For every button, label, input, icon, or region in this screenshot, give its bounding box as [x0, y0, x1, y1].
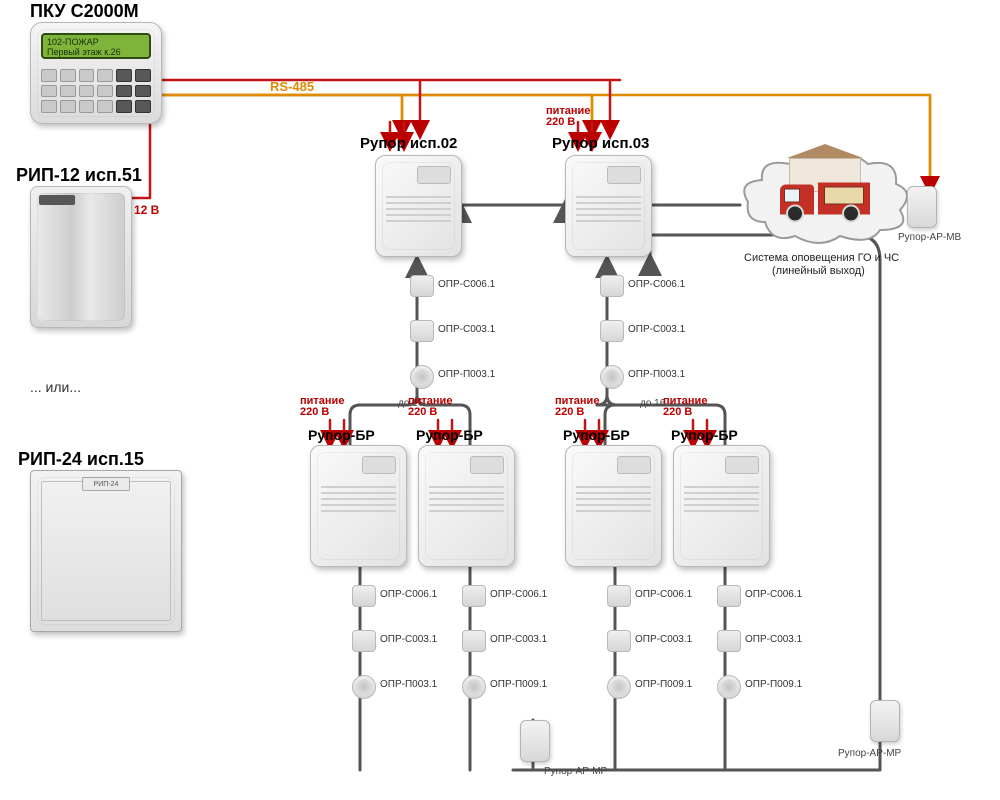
- label-s006-0: ОПР-С006.1: [438, 279, 495, 290]
- device-ar-mb: [907, 186, 937, 228]
- device-rupor-br-3: [565, 445, 662, 567]
- speaker-p009: [717, 675, 741, 699]
- label-upto16-b: до 16: [640, 398, 665, 409]
- label-armb: Рупор-АР-МВ: [898, 232, 961, 243]
- speaker-s003: [607, 630, 631, 652]
- speaker-s006: [462, 585, 486, 607]
- pku-lcd: 102-ПОЖАР Первый этаж к.26: [41, 33, 151, 59]
- speaker-s003: [600, 320, 624, 342]
- label-br-2: Рупор-БР: [563, 428, 630, 443]
- label-s003-2: ОПР-С003.1: [380, 634, 437, 645]
- label-br-0: Рупор-БР: [308, 428, 375, 443]
- speaker-s006: [600, 275, 624, 297]
- speaker-s006: [717, 585, 741, 607]
- label-220-br-3: питание220 В: [663, 396, 707, 418]
- speaker-p009: [607, 675, 631, 699]
- label-armp2: Рупор-АР-МР: [838, 748, 901, 759]
- fire-truck-icon: [780, 172, 870, 222]
- speaker-s003: [717, 630, 741, 652]
- label-p009-3: ОПР-П009.1: [490, 679, 547, 690]
- speaker-s003: [462, 630, 486, 652]
- label-rupor02: Рупор исп.02: [360, 136, 457, 153]
- label-p009-5: ОПР-П009.1: [745, 679, 802, 690]
- label-s006-3: ОПР-С006.1: [490, 589, 547, 600]
- label-s003-3: ОПР-С003.1: [490, 634, 547, 645]
- device-rupor-br-2: [418, 445, 515, 567]
- label-s003-1: ОПР-С003.1: [628, 324, 685, 335]
- label-220-br-2: питание220 В: [555, 396, 599, 418]
- label-220-rupor03: питание220 В: [546, 106, 590, 128]
- label-s003-0: ОПР-С003.1: [438, 324, 495, 335]
- label-s006-1: ОПР-С006.1: [628, 279, 685, 290]
- device-rupor-02: [375, 155, 462, 257]
- speaker-s006: [352, 585, 376, 607]
- device-rupor-br-1: [310, 445, 407, 567]
- speaker-p009: [462, 675, 486, 699]
- label-go1: Система оповещения ГО и ЧС: [744, 252, 899, 264]
- label-12v: 12 В: [134, 204, 159, 217]
- speaker-s003: [352, 630, 376, 652]
- device-rupor-03: [565, 155, 652, 257]
- speaker-s003: [410, 320, 434, 342]
- diagram-stage: 102-ПОЖАР Первый этаж к.26 ПКУ С2000М РИ…: [0, 0, 1000, 800]
- lcd-line2: Первый этаж к.26: [47, 47, 145, 57]
- speaker-s006: [607, 585, 631, 607]
- speaker-s006: [410, 275, 434, 297]
- label-go2: (линейный выход): [772, 265, 865, 277]
- label-p003-2: ОПР-П003.1: [380, 679, 437, 690]
- speaker-p003: [600, 365, 624, 389]
- label-s003-5: ОПР-С003.1: [745, 634, 802, 645]
- lcd-line1: 102-ПОЖАР: [47, 37, 145, 47]
- label-rip24: РИП-24 исп.15: [18, 450, 144, 470]
- pku-keypad: [41, 69, 151, 113]
- speaker-p003: [352, 675, 376, 699]
- label-br-3: Рупор-БР: [671, 428, 738, 443]
- label-or: ... или...: [30, 380, 81, 395]
- label-s006-2: ОПР-С006.1: [380, 589, 437, 600]
- label-rip12: РИП-12 исп.51: [16, 166, 142, 186]
- label-p009-4: ОПР-П009.1: [635, 679, 692, 690]
- label-220-br-0: питание220 В: [300, 396, 344, 418]
- device-ar-mp-1: [520, 720, 550, 762]
- device-rupor-br-4: [673, 445, 770, 567]
- label-220-br-1: питание220 В: [408, 396, 452, 418]
- label-p003-0: ОПР-П003.1: [438, 369, 495, 380]
- label-rs485: RS-485: [270, 80, 314, 94]
- go-cs-cloud: [740, 152, 910, 247]
- device-ar-mp-2: [870, 700, 900, 742]
- label-p003-1: ОПР-П003.1: [628, 369, 685, 380]
- label-s006-5: ОПР-С006.1: [745, 589, 802, 600]
- label-pku: ПКУ С2000М: [30, 2, 139, 22]
- device-rip12: [30, 186, 132, 328]
- device-pku-c2000m: 102-ПОЖАР Первый этаж к.26: [30, 22, 162, 124]
- label-armp1: Рупор-АР-МР: [544, 766, 607, 777]
- label-br-1: Рупор-БР: [416, 428, 483, 443]
- label-s006-4: ОПР-С006.1: [635, 589, 692, 600]
- speaker-p003: [410, 365, 434, 389]
- device-rip24: РИП-24: [30, 470, 182, 632]
- label-s003-4: ОПР-С003.1: [635, 634, 692, 645]
- label-rupor03: Рупор исп.03: [552, 136, 649, 153]
